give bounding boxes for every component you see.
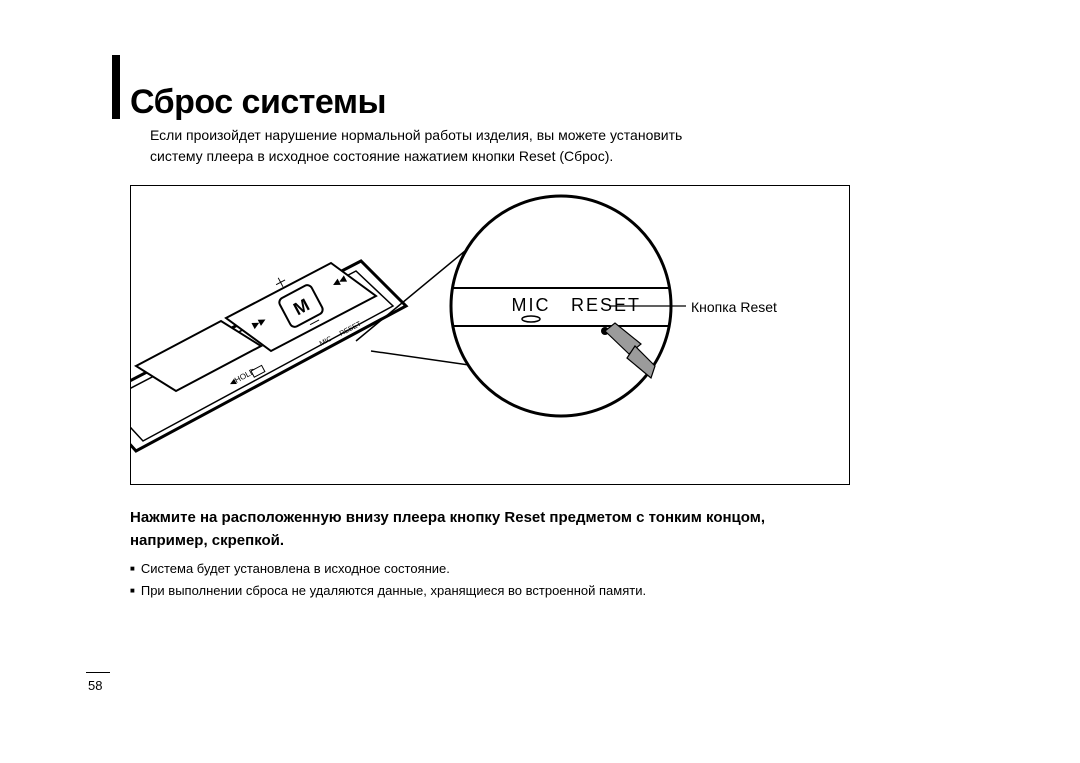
- intro-line-1: Если произойдет нарушение нормальной раб…: [150, 127, 682, 143]
- bullet-list: ■ Система будет установлена в исходное с…: [130, 558, 980, 602]
- manual-page: Сброс системы Если произойдет нарушение …: [0, 0, 1080, 763]
- bullet-text: При выполнении сброса не удаляются данны…: [141, 580, 646, 602]
- instruction-line-1: Нажмите на расположенную внизу плеера кн…: [130, 509, 765, 526]
- device-art: M ▸▸ ◂◂ ＋ － ◀HOLD MIC RESET: [131, 261, 406, 451]
- instruction-line-2: например, скрепкой.: [130, 532, 284, 549]
- instruction-text: Нажмите на расположенную внизу плеера кн…: [130, 507, 980, 552]
- figure-box: M ▸▸ ◂◂ ＋ － ◀HOLD MIC RESET: [130, 185, 850, 485]
- callout-circle: MIC RESET: [451, 196, 686, 416]
- callout-label: Кнопка Reset: [691, 299, 777, 315]
- list-item: ■ При выполнении сброса не удаляются дан…: [130, 580, 980, 602]
- page-number: 58: [88, 678, 102, 693]
- mic-label: MIC: [512, 295, 551, 315]
- bullet-icon: ■: [130, 562, 135, 576]
- figure-svg: M ▸▸ ◂◂ ＋ － ◀HOLD MIC RESET: [131, 186, 851, 486]
- page-title: Сброс системы: [130, 85, 980, 119]
- title-block: Сброс системы Если произойдет нарушение …: [130, 85, 980, 167]
- list-item: ■ Система будет установлена в исходное с…: [130, 558, 980, 580]
- title-rule: [112, 55, 120, 119]
- intro-text: Если произойдет нарушение нормальной раб…: [150, 125, 980, 167]
- reset-label: RESET: [571, 295, 641, 315]
- bullet-text: Система будет установлена в исходное сос…: [141, 558, 450, 580]
- intro-line-2: систему плеера в исходное состояние нажа…: [150, 148, 613, 164]
- bullet-icon: ■: [130, 584, 135, 598]
